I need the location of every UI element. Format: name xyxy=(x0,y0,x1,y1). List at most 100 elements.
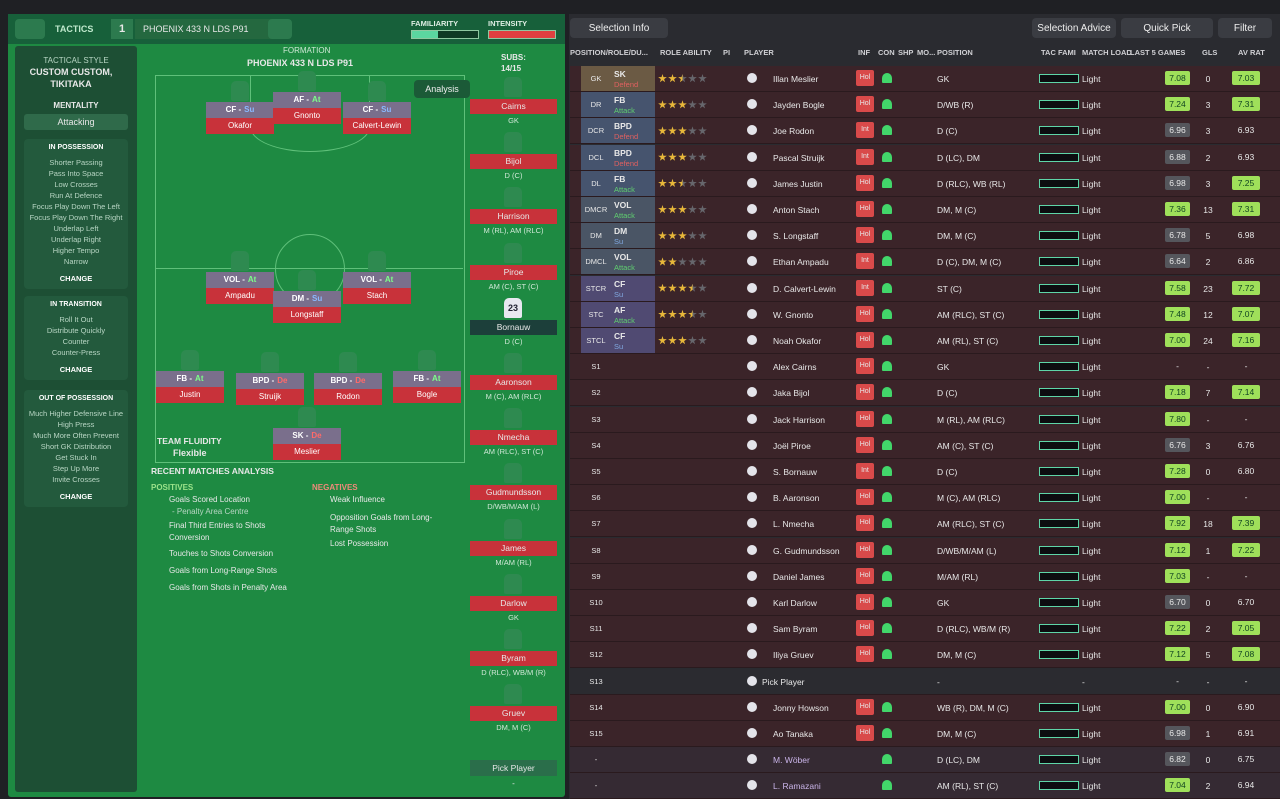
player-row[interactable]: S13 Pick Player - - - - - xyxy=(570,668,1280,695)
player-row[interactable]: DMCR VOL Attack Anton Stach Hol DM, M (C) Ligh… xyxy=(570,197,1280,223)
shirt xyxy=(504,629,522,649)
back-button[interactable] xyxy=(15,19,45,39)
player-card[interactable]: FB - At Justin xyxy=(156,371,224,403)
slot: S10 xyxy=(589,598,603,607)
player-row[interactable]: GK SK Defend Illan Meslier Hol GK Light 7.08 0 7.… xyxy=(570,66,1280,92)
change-button[interactable]: CHANGE xyxy=(59,492,93,501)
player-row[interactable]: S2 Jaka Bijol Hol D (C) Light 7.18 7 7.14 xyxy=(570,380,1280,407)
player-card[interactable]: VOL - At Stach xyxy=(343,272,411,304)
rating: 7.92 xyxy=(1165,516,1190,531)
player-card[interactable]: DM - Su Longstaff xyxy=(273,291,341,323)
change-button[interactable]: CHANGE xyxy=(59,365,93,374)
player-card[interactable]: AF - At Gnonto xyxy=(273,92,341,124)
player-card[interactable]: BPD - De Struijk xyxy=(236,373,304,405)
player-row[interactable]: DR FB Attack Jayden Bogle Hol D/WB (R) Light 7.… xyxy=(570,92,1280,119)
slot: S5 xyxy=(591,467,601,476)
player-row[interactable]: DL FB Attack James Justin Hol D (RLC), WB (RL… xyxy=(570,170,1280,197)
tactic-slot[interactable]: 1 xyxy=(111,19,133,39)
player-row[interactable]: STC AF Attack W. Gnonto Hol AM (RLC), ST (C) L… xyxy=(570,301,1280,328)
sub-name[interactable]: Aaronson xyxy=(470,375,557,390)
sub-position: D (RLC), WB/M (R) xyxy=(481,668,546,677)
player-row[interactable]: DMCL VOL Attack Ethan Ampadu Int D (C), DM, M… xyxy=(570,249,1280,276)
add-tactic-button[interactable] xyxy=(268,19,292,39)
tactic-name[interactable]: PHOENIX 433 N LDS P91 xyxy=(135,19,273,39)
player-row[interactable]: DCR BPD Defend Joe Rodon Int D (C) Light 6.96 3 6… xyxy=(570,118,1280,145)
selection-advice-button[interactable]: Selection Advice xyxy=(1032,18,1116,38)
player-card[interactable]: FB - At Bogle xyxy=(393,371,461,403)
star xyxy=(688,74,697,83)
column-header[interactable]: INF xyxy=(858,48,871,57)
sub-name[interactable]: Harrison xyxy=(470,209,557,225)
column-header[interactable]: CON xyxy=(878,48,895,57)
sub-name[interactable]: Byram xyxy=(470,651,557,666)
column-header[interactable]: TAC FAMI xyxy=(1041,48,1076,57)
formation-name[interactable]: PHOENIX 433 N LDS P91 xyxy=(247,58,354,68)
filter-button[interactable]: Filter xyxy=(1218,18,1272,38)
player-card[interactable]: BPD - De Rodon xyxy=(314,373,382,405)
goals: 3 xyxy=(1205,440,1211,451)
player-name: Jonny Howson xyxy=(773,702,829,713)
sub-name[interactable]: Gruev xyxy=(470,706,557,722)
player-row[interactable]: S14 Jonny Howson Hol WB (R), DM, M (C) Light… xyxy=(570,694,1280,721)
sub-name[interactable]: Piroe xyxy=(470,264,557,280)
sub-name[interactable]: Bijol xyxy=(470,154,557,170)
sub-name[interactable]: Darlow xyxy=(470,595,557,611)
player-row[interactable]: S7 L. Nmecha Hol AM (RLC), ST (C) Light 7.92 1… xyxy=(570,511,1280,538)
sub-name[interactable]: Cairns xyxy=(470,99,557,114)
player-row[interactable]: S15 Ao Tanaka Hol DM, M (C) Light 6.98 1 6.91 xyxy=(570,721,1280,747)
quick-pick-button[interactable]: Quick Pick xyxy=(1121,18,1213,38)
mentality-select[interactable]: Attacking xyxy=(24,114,128,130)
player-name: Stach xyxy=(343,288,411,304)
selection-info-button[interactable]: Selection Info xyxy=(570,18,668,38)
sub-position: M/AM (RL) xyxy=(495,557,532,567)
star xyxy=(698,205,707,214)
column-header[interactable]: POSITION xyxy=(937,48,973,57)
column-header[interactable]: GLS xyxy=(1202,48,1218,57)
player-row[interactable]: S10 Karl Darlow Hol GK Light 6.70 0 6.70 xyxy=(570,590,1280,616)
column-header[interactable]: AV RAT xyxy=(1238,48,1265,57)
player-row[interactable]: S1 Alex Cairns Hol GK Light - - - xyxy=(570,354,1280,381)
player-row[interactable]: S8 G. Gudmundsson Hol D/WB/M/AM (L) Light 7.1… xyxy=(570,537,1280,564)
column-header[interactable]: LAST 5 GAMES xyxy=(1130,48,1186,57)
player-card[interactable]: CF - Su Calvert-Lewin xyxy=(343,102,411,134)
sub-name[interactable]: Bornauw xyxy=(470,319,557,335)
player-row[interactable]: - L. Ramazani AM (RL), ST (C) Light 7.04 2 6.9… xyxy=(570,773,1280,799)
player-row[interactable]: S4 Joël Piroe Hol AM (C), ST (C) Light 6.76 3 6… xyxy=(570,432,1280,459)
player-row[interactable]: S9 Daniel James Hol M/AM (RL) Light 7.03 - - xyxy=(570,563,1280,590)
column-header[interactable]: POSITION/ROLE/DU... xyxy=(570,48,648,57)
column-header[interactable]: PI xyxy=(723,48,731,57)
slot: DMCR xyxy=(584,205,608,214)
analysis-title[interactable]: RECENT MATCHES ANALYSIS xyxy=(151,466,274,476)
tactical-style[interactable]: CUSTOM CUSTOM, TIKITAKA xyxy=(29,67,113,89)
column-header[interactable]: ROLE ABILITY xyxy=(660,48,712,57)
sub-name[interactable]: James xyxy=(470,540,557,556)
player-card[interactable]: SK - De Meslier xyxy=(273,428,341,460)
position: DM, M (C) xyxy=(937,205,977,215)
player-card[interactable]: CF - Su Okafor xyxy=(206,102,274,134)
player-row[interactable]: S12 Iliya Gruev Hol DM, M (C) Light 7.12 5 7.08 xyxy=(570,642,1280,669)
column-header[interactable]: MO... xyxy=(917,48,936,57)
player-row[interactable]: S5 S. Bornauw Int D (C) Light 7.28 0 6.80 xyxy=(570,459,1280,485)
player-row[interactable]: - M. Wöber D (LC), DM Light 6.82 0 6.75 xyxy=(570,747,1280,774)
player-row[interactable]: S11 Sam Byram Hol D (RLC), WB/M (R) Light 7.2… xyxy=(570,616,1280,643)
pick-player[interactable]: Pick Player xyxy=(470,760,557,776)
sub-name[interactable]: Nmecha xyxy=(470,430,557,446)
position: AM (RLC), ST (C) xyxy=(937,519,1005,530)
column-header[interactable]: PLAYER xyxy=(744,48,774,57)
duty: De xyxy=(311,431,322,440)
match-load: Light xyxy=(1082,598,1101,608)
change-button[interactable]: CHANGE xyxy=(59,274,93,283)
player-row[interactable]: STCL CF Su Noah Okafor Hol AM (RL), ST (C) Lig… xyxy=(570,328,1280,354)
column-header[interactable]: MATCH LOAD xyxy=(1082,48,1132,57)
analysis-button[interactable]: Analysis xyxy=(414,80,470,98)
player-row[interactable]: STCR CF Su D. Calvert-Lewin Int ST (C) Light 7.… xyxy=(570,275,1280,302)
player-row[interactable]: S6 B. Aaronson Hol M (C), AM (RLC) Light 7.00… xyxy=(570,485,1280,512)
player-row[interactable]: DCL BPD Defend Pascal Struijk Int D (LC), DM L… xyxy=(570,144,1280,171)
player-row[interactable]: S3 Jack Harrison Hol M (RL), AM (RLC) Light 7… xyxy=(570,406,1280,433)
column-header[interactable]: SHP xyxy=(898,48,914,57)
player-card[interactable]: VOL - At Ampadu xyxy=(206,272,274,304)
player-row[interactable]: DM DM Su S. Longstaff Hol DM, M (C) Light 6.78 5… xyxy=(570,223,1280,250)
role: BPD - De xyxy=(314,373,382,389)
sub-name[interactable]: Gudmundsson xyxy=(470,485,557,501)
tactics-label[interactable]: TACTICS xyxy=(55,24,94,34)
